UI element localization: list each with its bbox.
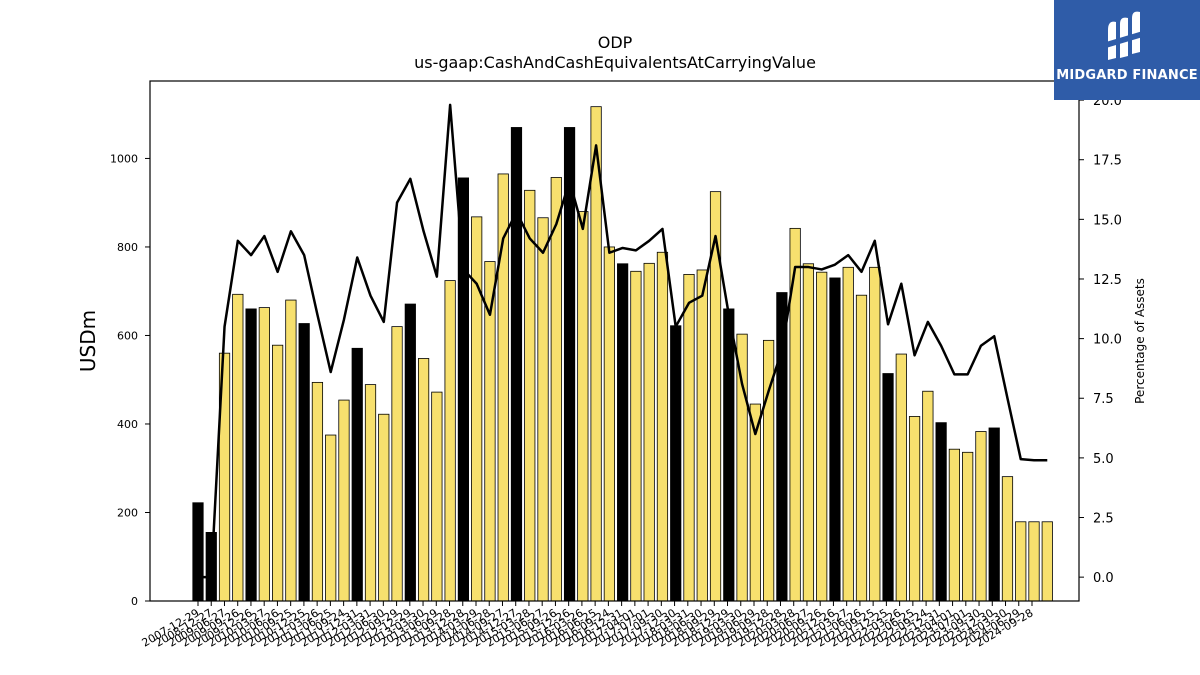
bar-quarterly [948, 448, 960, 602]
pct-assets-line [198, 103, 1048, 579]
axes-group: 0 200 400 600 800 1000 0.0 2.5 5.0 7.5 10.0 12.5 15.… [110, 94, 1122, 649]
bar-quarterly [550, 177, 562, 602]
y2-tick-label: 12.5 [1093, 273, 1122, 288]
bar-annual [351, 347, 363, 602]
bar-quarterly [285, 299, 297, 602]
y2-axis-label: Percentage of Assets [1133, 278, 1147, 404]
bar-quarterly [444, 280, 456, 602]
bar-quarterly [1001, 476, 1014, 602]
logo-mark-icon [1106, 11, 1146, 60]
bar-annual [670, 325, 682, 602]
y2-tick-label: 0.0 [1093, 571, 1114, 586]
bar-quarterly [364, 384, 377, 602]
bar-quarterly [842, 266, 854, 602]
y2-tick-label: 2.5 [1093, 512, 1114, 527]
bar-quarterly [325, 434, 337, 602]
y-tick-label: 800 [117, 241, 138, 254]
bar-quarterly [908, 416, 921, 602]
line-group [198, 103, 1048, 579]
bar-quarterly [1028, 521, 1040, 602]
bar-quarterly [895, 353, 907, 602]
bar-quarterly [736, 333, 748, 602]
y-axis-label: USDm [76, 310, 100, 372]
bar-quarterly [869, 266, 881, 602]
bar-quarterly [1015, 521, 1027, 602]
bar-quarterly [577, 211, 589, 602]
bar-annual [829, 277, 841, 602]
chart-title: ODP [598, 33, 633, 52]
bar-annual [776, 292, 788, 602]
bar-quarterly [524, 189, 536, 602]
bar-quarterly [378, 413, 390, 602]
bar-annual [988, 427, 1000, 602]
bar-annual [245, 308, 257, 602]
y-tick-label: 200 [117, 506, 138, 519]
y2-tick-label: 10.0 [1093, 333, 1122, 348]
bar-annual [192, 502, 204, 602]
bar-quarterly [391, 326, 403, 602]
midgard-finance-logo: MIDGARD FINANCE [1054, 0, 1200, 100]
bar-quarterly [630, 270, 642, 602]
y-tick-label: 400 [117, 418, 138, 431]
bar-quarterly [922, 390, 934, 602]
bar-quarterly [258, 307, 270, 602]
bar-quarterly [855, 294, 868, 602]
bar-annual [617, 263, 629, 602]
y2-tick-label: 17.5 [1093, 154, 1122, 169]
bar-quarterly [417, 358, 430, 602]
bar-quarterly [1041, 521, 1053, 602]
bar-quarterly [603, 246, 615, 602]
bar-annual [935, 422, 947, 602]
bar-quarterly [643, 262, 655, 602]
bar-quarterly [471, 216, 483, 602]
bar-annual [723, 308, 735, 602]
bar-quarterly [683, 273, 695, 602]
bar-quarterly [537, 217, 549, 602]
y2-tick-label: 15.0 [1093, 213, 1122, 228]
bar-annual [457, 177, 470, 602]
y-tick-label: 600 [117, 329, 138, 342]
bar-quarterly [975, 431, 987, 602]
bar-quarterly [311, 381, 324, 602]
y2-tick-label: 7.5 [1093, 392, 1114, 407]
chart-subtitle: us-gaap:CashAndCashEquivalentsAtCarrying… [414, 53, 816, 72]
bar-quarterly [816, 271, 828, 602]
plot-frame [149, 80, 1080, 602]
bar-quarterly [232, 293, 244, 602]
bar-annual [404, 303, 416, 602]
bar-annual [882, 373, 894, 602]
bar-quarterly [431, 391, 443, 602]
y-tick-label: 1000 [110, 152, 138, 165]
bar-quarterly [802, 263, 815, 602]
bar-quarterly [272, 344, 284, 602]
bar-quarterly [656, 251, 669, 602]
bar-quarterly [962, 451, 974, 602]
bar-quarterly [338, 399, 350, 602]
logo-text: MIDGARD FINANCE [1056, 68, 1198, 83]
y-tick-label: 0 [131, 595, 138, 608]
bar-annual [298, 323, 310, 602]
y2-tick-label: 5.0 [1093, 452, 1114, 467]
bars-group [192, 106, 1053, 602]
bar-annual [510, 127, 523, 602]
bar-quarterly [696, 269, 708, 602]
